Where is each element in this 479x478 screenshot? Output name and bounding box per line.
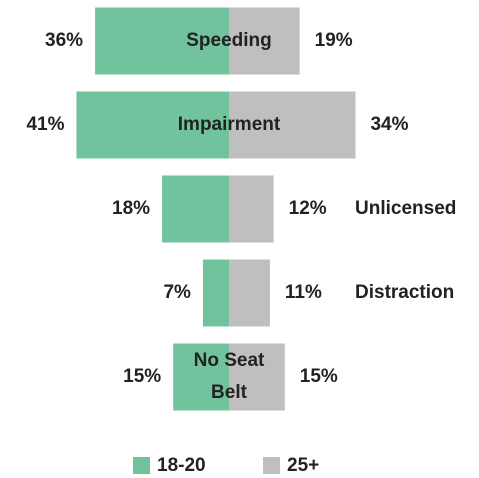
category-label: Unlicensed bbox=[355, 198, 456, 219]
bar bbox=[229, 259, 270, 327]
value-label: 12% bbox=[289, 198, 327, 219]
bar bbox=[76, 91, 229, 159]
value-label: 15% bbox=[300, 366, 338, 387]
category-label: No Seat Belt bbox=[194, 350, 265, 403]
bar bbox=[229, 7, 300, 75]
category-label: Impairment bbox=[178, 114, 281, 135]
bar bbox=[95, 7, 229, 75]
category-label: Speeding bbox=[186, 30, 272, 51]
legend-label: 18-20 bbox=[157, 455, 206, 476]
value-label: 41% bbox=[26, 114, 64, 135]
value-label: 19% bbox=[315, 30, 353, 51]
bar bbox=[229, 175, 274, 243]
bar bbox=[173, 343, 229, 411]
category-label: Distraction bbox=[355, 282, 454, 303]
value-label: 7% bbox=[163, 282, 191, 303]
bar bbox=[229, 91, 356, 159]
legend-swatch bbox=[133, 457, 150, 474]
value-label: 34% bbox=[370, 114, 408, 135]
value-label: 11% bbox=[285, 282, 322, 303]
value-label: 15% bbox=[123, 366, 161, 387]
value-label: 18% bbox=[112, 198, 150, 219]
value-label: 36% bbox=[45, 30, 83, 51]
legend-swatch bbox=[263, 457, 280, 474]
bar bbox=[162, 175, 229, 243]
bar bbox=[202, 259, 229, 327]
legend-label: 25+ bbox=[287, 455, 319, 476]
bar bbox=[229, 343, 285, 411]
